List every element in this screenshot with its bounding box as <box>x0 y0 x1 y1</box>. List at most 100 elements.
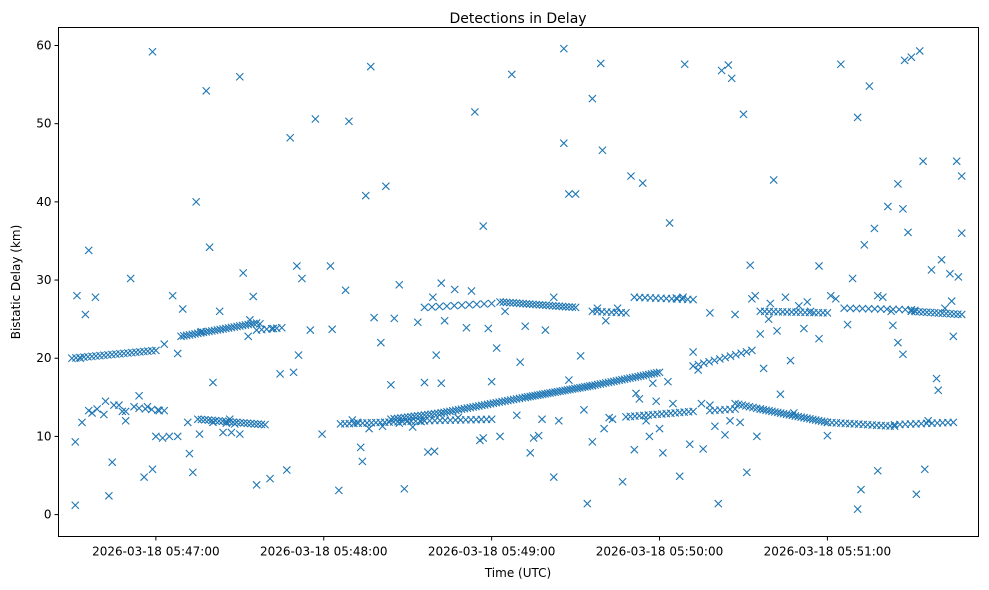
data-point-clutter <box>244 332 253 341</box>
data-point-clutter <box>529 433 538 442</box>
data-point-clutter <box>675 472 684 481</box>
data-point-clutter <box>269 324 278 333</box>
data-point-clutter <box>717 66 726 75</box>
data-point-clutter <box>746 261 755 270</box>
data-point-clutter <box>178 304 187 313</box>
data-point-clutter <box>689 347 698 356</box>
data-point-upper-track <box>621 308 630 317</box>
data-point-clutter <box>344 117 353 126</box>
data-point-rising-track <box>413 411 422 420</box>
data-point-lower-track <box>207 416 216 425</box>
data-point-clutter <box>99 410 108 419</box>
data-point-upper-track <box>571 303 580 312</box>
data-point-clutter <box>403 416 412 425</box>
data-point-upper-track <box>522 299 531 308</box>
data-point-clutter <box>173 349 182 358</box>
data-point-rising-track <box>393 414 402 423</box>
data-point-clutter <box>437 379 446 388</box>
data-point-clutter <box>655 424 664 433</box>
data-point-clutter <box>479 222 488 231</box>
y-tick-label: 10 <box>36 429 51 443</box>
data-point-clutter <box>71 501 80 510</box>
data-point-clutter <box>579 405 588 414</box>
data-point-clutter <box>84 406 93 415</box>
data-point-clutter <box>432 351 441 360</box>
data-point-clutter <box>638 179 647 188</box>
data-point-clutter <box>158 433 167 442</box>
data-point-clutter <box>408 423 417 432</box>
data-point-upper-track <box>864 304 873 313</box>
data-point-upper-track <box>846 304 855 313</box>
data-point-clutter <box>420 378 429 387</box>
data-point-clutter <box>632 389 641 398</box>
data-point-clutter <box>370 313 379 322</box>
data-point-clutter <box>752 432 761 441</box>
data-point-clutter <box>932 374 941 383</box>
data-point-upper-track <box>502 298 511 307</box>
data-point-clutter <box>739 110 748 119</box>
data-point-clutter <box>534 431 543 440</box>
data-point-clutter <box>479 433 488 442</box>
data-point-rising-track <box>430 409 439 418</box>
data-point-clutter <box>924 416 933 425</box>
data-point-clutter <box>121 416 130 425</box>
data-point-clutter <box>381 182 390 191</box>
data-point-clutter <box>710 422 719 431</box>
data-point-clutter <box>598 146 607 155</box>
data-point-clutter <box>823 431 832 440</box>
data-point-clutter <box>769 175 778 184</box>
data-point-clutter <box>143 402 152 411</box>
data-point-upper-track <box>895 305 904 314</box>
data-point-clutter <box>462 323 471 332</box>
data-markers <box>67 44 966 514</box>
data-point-upper-track <box>528 300 537 309</box>
data-point-clutter <box>252 480 261 489</box>
data-point-clutter <box>118 407 127 416</box>
data-point-clutter <box>554 416 563 425</box>
data-point-rising-track <box>721 353 730 362</box>
data-point-clutter <box>173 432 182 441</box>
data-point-clutter <box>912 490 921 499</box>
data-point-clutter <box>893 179 902 188</box>
data-point-clutter <box>121 407 130 416</box>
data-point-clutter <box>165 432 174 441</box>
data-point-lower-track <box>820 417 829 426</box>
data-point-clutter <box>665 218 674 227</box>
data-point-clutter <box>516 358 525 367</box>
data-point-clutter <box>789 408 798 417</box>
data-point-clutter <box>289 368 298 377</box>
data-point-upper-track <box>823 308 832 317</box>
data-point-upper-track <box>901 305 910 314</box>
data-point-clutter <box>781 293 790 302</box>
data-point-clutter <box>541 326 550 335</box>
data-point-clutter <box>230 419 239 428</box>
data-point-lower-track <box>239 418 248 427</box>
data-point-clutter <box>705 308 714 317</box>
data-point-clutter <box>794 301 803 310</box>
data-point-clutter <box>496 432 505 441</box>
data-point-clutter <box>900 56 909 65</box>
data-point-upper-track <box>435 302 444 311</box>
data-point-clutter <box>148 47 157 56</box>
data-point-clutter <box>799 324 808 333</box>
data-point-clutter <box>759 364 768 373</box>
data-point-rising-track <box>423 410 432 419</box>
data-point-clutter <box>831 294 840 303</box>
data-point-clutter <box>957 172 966 181</box>
data-point-clutter <box>836 60 845 69</box>
data-point-upper-track <box>565 302 573 311</box>
data-point-lower-track <box>135 404 144 413</box>
y-axis-ticks: 0 10 20 30 40 50 60 <box>36 38 59 522</box>
data-point-clutter <box>78 418 86 427</box>
data-point-rising-track <box>699 359 708 368</box>
data-point-upper-track <box>420 303 429 312</box>
data-point-clutter <box>721 430 729 439</box>
data-point-rising-track <box>403 413 412 422</box>
data-point-clutter <box>507 70 516 79</box>
data-point-clutter <box>705 401 714 410</box>
data-point-clutter <box>764 315 773 324</box>
data-point-clutter <box>559 139 568 148</box>
data-point-clutter <box>484 324 493 333</box>
data-point-clutter <box>521 322 530 331</box>
y-tick-label: 0 <box>44 508 52 522</box>
